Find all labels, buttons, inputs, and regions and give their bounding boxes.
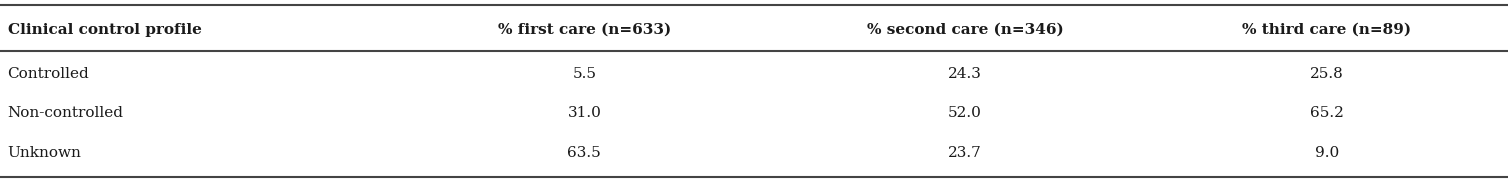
Text: 52.0: 52.0 [949,106,982,120]
Text: 25.8: 25.8 [1310,67,1344,81]
Text: 63.5: 63.5 [567,146,602,160]
Text: Controlled: Controlled [8,67,89,81]
Text: 31.0: 31.0 [567,106,602,120]
Text: 65.2: 65.2 [1310,106,1344,120]
Text: % second care (n=346): % second care (n=346) [867,23,1063,37]
Text: 23.7: 23.7 [949,146,982,160]
Text: 9.0: 9.0 [1315,146,1339,160]
Text: 24.3: 24.3 [949,67,982,81]
Text: % first care (n=633): % first care (n=633) [498,23,671,37]
Text: 5.5: 5.5 [573,67,596,81]
Text: % third care (n=89): % third care (n=89) [1243,23,1411,37]
Text: Unknown: Unknown [8,146,81,160]
Text: Non-controlled: Non-controlled [8,106,124,120]
Text: Clinical control profile: Clinical control profile [8,23,202,37]
